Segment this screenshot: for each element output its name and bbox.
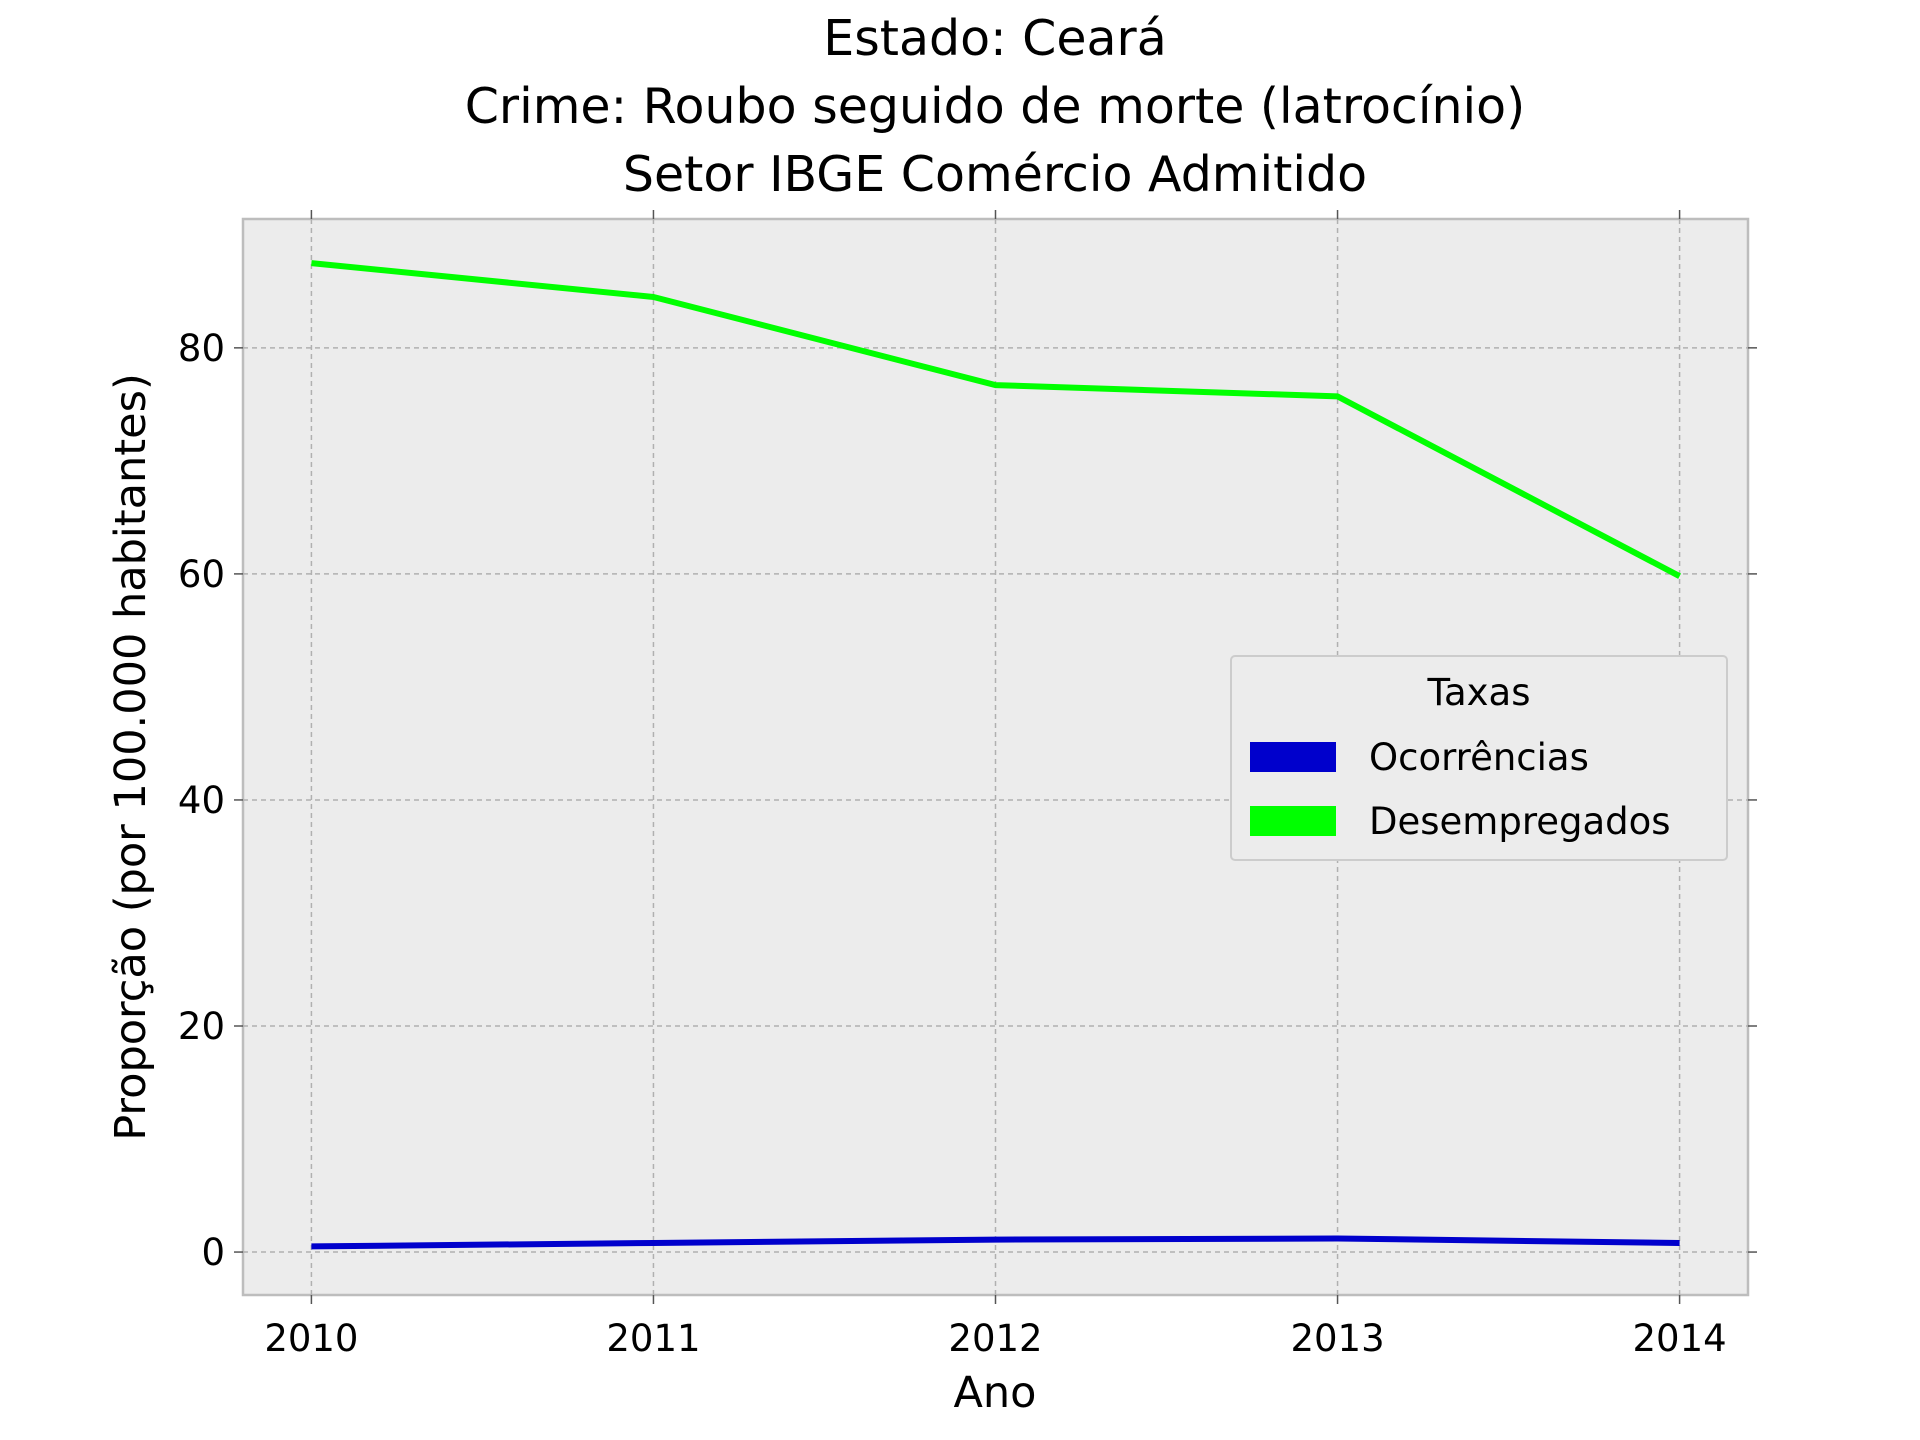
legend-title: Taxas [1427, 671, 1531, 714]
y-tick-label: 0 [201, 1231, 225, 1274]
title-line-3: Setor IBGE Comércio Admitido [623, 146, 1367, 203]
series-lines [311, 260, 1681, 1250]
y-tick-label: 80 [178, 327, 225, 370]
chart-title: Estado: Ceará Crime: Roubo seguido de mo… [465, 10, 1526, 203]
title-line-2: Crime: Roubo seguido de morte (latrocíni… [465, 78, 1526, 135]
x-tick-label: 2012 [948, 1317, 1042, 1360]
legend-label-ocorrencias: Ocorrências [1369, 736, 1589, 779]
x-tick-label: 2011 [606, 1317, 700, 1360]
x-axis-ticks: 2010 2011 2012 2013 2014 [264, 210, 1727, 1360]
y-axis-label: Proporção (por 100.000 habitantes) [106, 373, 156, 1141]
y-tick-label: 20 [178, 1005, 225, 1048]
x-axis-label: Ano [954, 1368, 1037, 1418]
legend-swatch-ocorrencias [1250, 742, 1336, 772]
title-line-1: Estado: Ceará [823, 10, 1166, 67]
x-tick-label: 2014 [1633, 1317, 1727, 1360]
x-tick-label: 2013 [1290, 1317, 1384, 1360]
legend-box [1230, 655, 1728, 861]
y-axis-ticks: 0 20 40 60 80 [178, 327, 1757, 1274]
y-tick-label: 40 [178, 779, 225, 822]
legend-label-desempregados: Desempregados [1369, 800, 1671, 843]
y-tick-label: 60 [178, 553, 225, 596]
x-tick-label: 2010 [264, 1317, 358, 1360]
legend: Taxas Ocorrências Desempregados [1230, 655, 1728, 861]
legend-swatch-desempregados [1250, 806, 1336, 836]
